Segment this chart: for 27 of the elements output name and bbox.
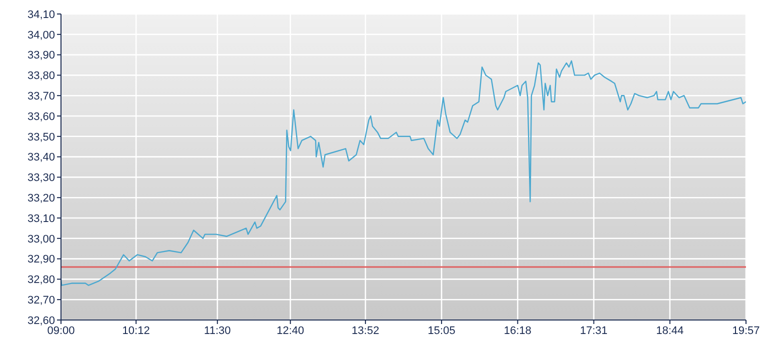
x-tick-label: 16:18 xyxy=(504,324,532,337)
x-tick-label: 09:00 xyxy=(47,324,75,337)
y-tick-label: 33,10 xyxy=(27,212,55,225)
y-tick-label: 32,70 xyxy=(27,294,55,307)
y-tick-label: 34,10 xyxy=(27,8,55,21)
y-tick-label: 33,50 xyxy=(27,131,55,144)
x-tick-label: 18:44 xyxy=(656,324,684,337)
x-tick-label: 12:40 xyxy=(276,324,304,337)
y-tick-label: 33,80 xyxy=(27,70,55,82)
y-tick-label: 33,90 xyxy=(27,50,55,62)
y-tick-label: 32,60 xyxy=(27,314,55,327)
x-tick-label: 15:05 xyxy=(428,324,456,337)
y-tick-label: 34,00 xyxy=(27,29,55,42)
y-tick-label: 33,00 xyxy=(27,233,55,246)
x-tick-label: 10:12 xyxy=(122,324,150,337)
line-series xyxy=(61,60,746,286)
x-tick-label: 11:30 xyxy=(204,324,231,337)
y-tick-label: 33,40 xyxy=(27,152,55,164)
y-tick-label: 33,20 xyxy=(27,192,55,205)
y-tick-label: 32,80 xyxy=(27,274,55,286)
y-tick-label: 33,30 xyxy=(27,172,55,184)
y-tick-label: 32,90 xyxy=(27,254,55,266)
y-tick-label: 33,70 xyxy=(27,90,55,103)
x-tick-label: 17:31 xyxy=(580,324,608,337)
x-tick-label: 19:57 xyxy=(732,324,760,337)
y-tick-label: 33,60 xyxy=(27,110,55,123)
x-tick-label: 13:52 xyxy=(352,324,380,337)
